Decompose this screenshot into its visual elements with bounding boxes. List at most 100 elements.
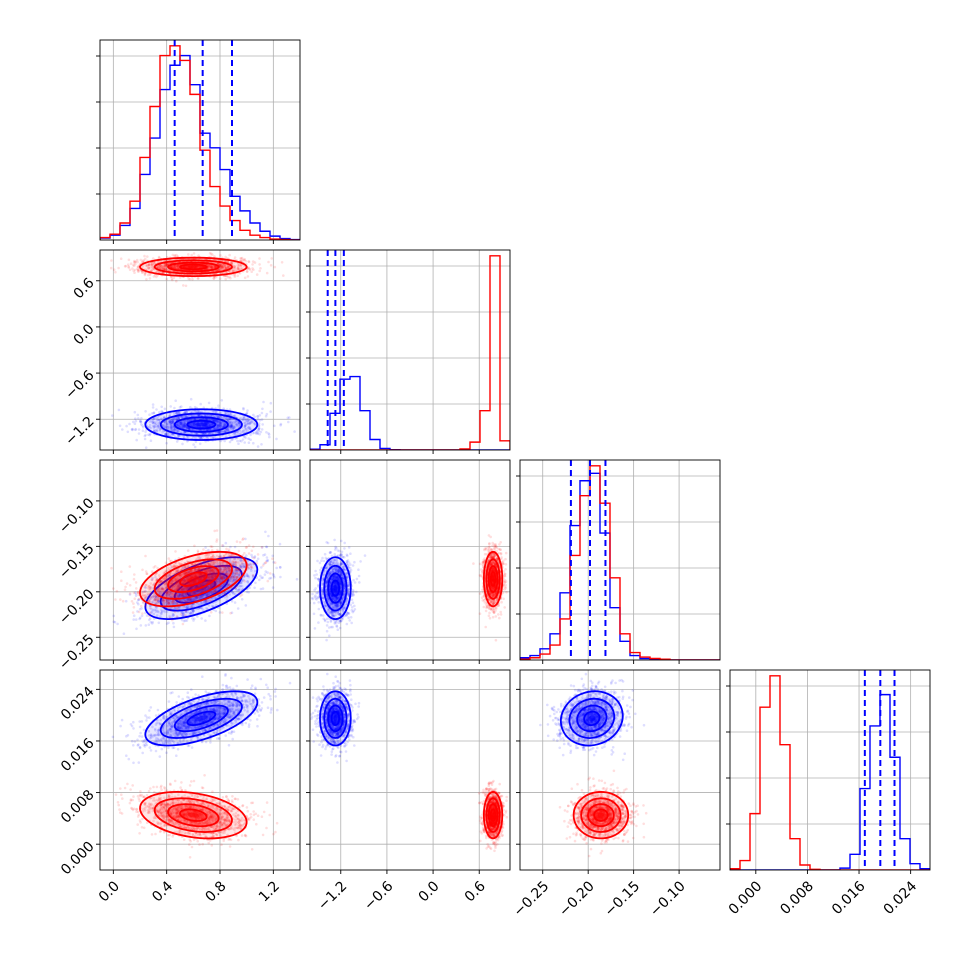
scatter-point	[134, 427, 138, 431]
scatter-point	[228, 253, 231, 257]
scatter-point	[192, 597, 195, 601]
scatter-point	[141, 265, 144, 268]
scatter-point	[173, 253, 177, 257]
scatter-point	[226, 428, 230, 431]
scatter-point	[175, 615, 179, 618]
scatter-point	[140, 614, 144, 618]
scatter-point	[183, 425, 187, 428]
scatter-point	[150, 607, 153, 611]
scatter-point	[169, 405, 172, 408]
scatter-point	[240, 259, 244, 263]
scatter-point	[245, 554, 248, 557]
scatter-point	[176, 264, 179, 268]
scatter-point	[185, 431, 188, 434]
scatter-point	[256, 445, 260, 448]
scatter-point	[172, 427, 176, 431]
scatter-point	[163, 425, 167, 429]
scatter-point	[229, 413, 232, 417]
scatter-point	[151, 420, 154, 424]
scatter-point	[127, 265, 130, 268]
scatter-point	[217, 425, 220, 428]
scatter-point	[172, 265, 176, 268]
scatter-point	[280, 261, 284, 264]
scatter-point	[144, 605, 148, 608]
scatter-point	[135, 587, 138, 590]
scatter-point	[235, 572, 238, 576]
scatter-point	[253, 415, 256, 419]
scatter-point	[160, 267, 164, 270]
scatter-point	[225, 417, 228, 420]
scatter-point	[225, 417, 228, 420]
scatter-point	[143, 597, 147, 600]
scatter-point	[231, 438, 234, 441]
scatter-point	[183, 598, 187, 602]
scatter-point	[186, 549, 190, 552]
scatter-point	[257, 429, 261, 433]
scatter-point	[154, 425, 157, 429]
scatter-point	[205, 428, 209, 432]
scatter-point	[238, 587, 241, 591]
scatter-point	[144, 433, 147, 437]
scatter-point	[248, 419, 251, 423]
scatter-point	[226, 266, 230, 269]
scatter-point	[143, 254, 146, 258]
scatter-point	[186, 435, 190, 439]
scatter-point	[185, 265, 189, 268]
scatter-point	[170, 428, 174, 432]
scatter-point	[180, 426, 183, 429]
scatter-point	[221, 265, 224, 269]
scatter-point	[197, 254, 200, 257]
scatter-point	[175, 423, 179, 427]
scatter-point	[152, 595, 155, 598]
scatter-point	[256, 557, 260, 561]
scatter-point	[178, 422, 182, 425]
scatter-point	[165, 441, 168, 445]
scatter-point	[230, 425, 233, 429]
scatter-point	[191, 582, 194, 585]
scatter-point	[219, 424, 223, 428]
scatter-point	[208, 428, 212, 431]
scatter-point	[183, 424, 187, 428]
scatter-point	[184, 423, 187, 427]
scatter-point	[193, 585, 197, 588]
scatter-point	[208, 614, 211, 618]
scatter-point	[134, 592, 138, 596]
scatter-point	[170, 421, 174, 425]
scatter-point	[183, 431, 186, 434]
scatter-point	[197, 417, 201, 421]
scatter-point	[184, 414, 187, 418]
scatter-point	[213, 265, 217, 269]
scatter-point	[182, 421, 186, 425]
scatter-point	[154, 596, 157, 600]
scatter-point	[151, 576, 154, 580]
scatter-point	[109, 266, 113, 270]
scatter-point	[175, 428, 179, 432]
scatter-point	[153, 262, 156, 265]
scatter-point	[148, 618, 151, 622]
scatter-point	[264, 570, 268, 573]
scatter-point	[257, 424, 261, 428]
scatter-point	[201, 432, 204, 436]
scatter-point	[246, 426, 250, 430]
scatter-point	[243, 574, 246, 578]
scatter-point	[168, 414, 172, 417]
scatter-point	[223, 263, 226, 267]
scatter-point	[111, 414, 114, 417]
scatter-point	[224, 422, 227, 426]
scatter-point	[213, 529, 216, 533]
scatter-point	[244, 436, 247, 440]
scatter-point	[143, 437, 147, 441]
scatter-point	[249, 438, 252, 442]
scatter-point	[259, 430, 263, 434]
scatter-point	[219, 263, 222, 267]
scatter-point	[233, 256, 237, 259]
scatter-point	[167, 607, 170, 610]
scatter-point	[253, 555, 257, 558]
scatter-point	[230, 269, 234, 272]
scatter-point	[136, 260, 139, 264]
scatter-point	[134, 419, 138, 423]
scatter-point	[230, 262, 233, 265]
scatter-point	[189, 597, 192, 601]
scatter-point	[142, 259, 145, 262]
